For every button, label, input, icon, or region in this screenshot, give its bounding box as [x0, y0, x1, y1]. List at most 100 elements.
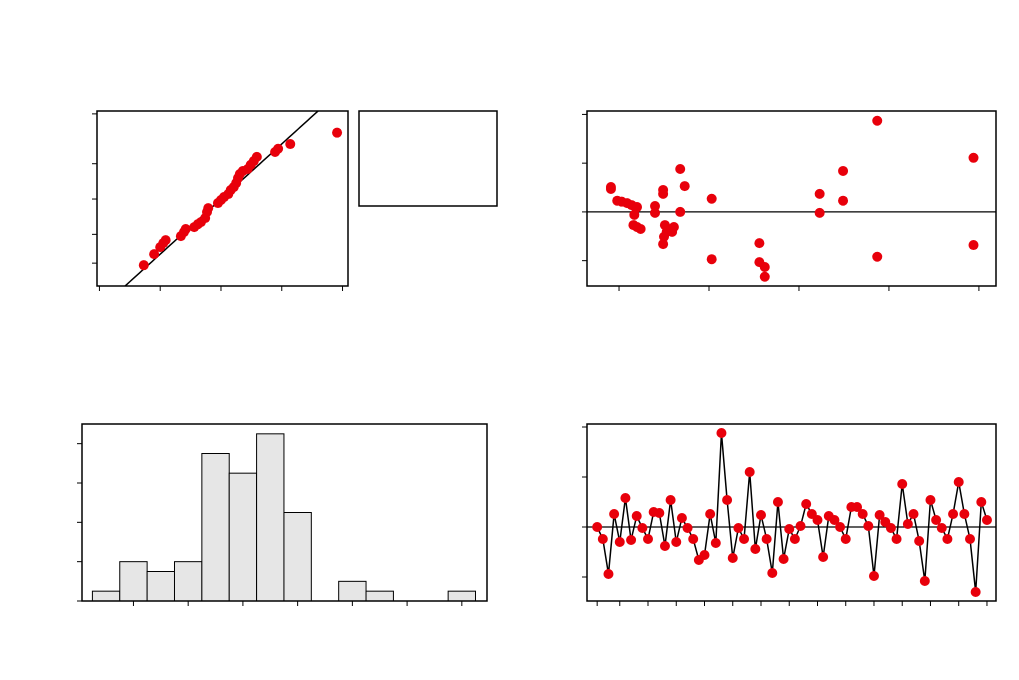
point	[675, 206, 686, 217]
point	[706, 254, 717, 265]
point	[948, 509, 959, 519]
point	[838, 195, 849, 206]
bar	[365, 590, 394, 601]
bar	[283, 512, 312, 601]
point	[650, 207, 661, 218]
plot-area	[587, 428, 996, 597]
point	[722, 495, 733, 505]
point	[965, 534, 976, 544]
point	[654, 508, 665, 518]
point	[658, 188, 669, 199]
point	[659, 231, 670, 242]
plot-area	[91, 433, 477, 601]
point	[675, 164, 686, 175]
point	[605, 183, 616, 194]
point	[285, 139, 296, 150]
point	[936, 523, 947, 533]
point	[597, 534, 608, 544]
point	[251, 151, 262, 162]
point	[891, 534, 902, 544]
point	[919, 576, 930, 586]
bar	[447, 590, 477, 601]
point	[754, 238, 765, 249]
point	[902, 519, 913, 529]
point	[759, 271, 770, 282]
point	[706, 193, 717, 204]
plot-frame	[586, 423, 997, 602]
bar	[338, 580, 367, 601]
bar	[256, 433, 285, 601]
point	[835, 522, 846, 532]
point	[149, 249, 160, 260]
point	[795, 521, 806, 531]
point	[914, 536, 925, 546]
bar	[201, 453, 230, 601]
point	[665, 495, 676, 505]
point	[632, 202, 643, 213]
point	[637, 523, 648, 533]
point	[629, 209, 640, 220]
bar	[91, 590, 121, 601]
point	[897, 479, 908, 489]
point	[818, 552, 829, 562]
point	[789, 534, 800, 544]
point	[829, 515, 840, 525]
point	[699, 550, 710, 560]
point	[603, 569, 614, 579]
point	[872, 115, 883, 126]
point	[609, 509, 620, 519]
point	[659, 541, 670, 551]
bar	[119, 561, 148, 601]
point	[705, 509, 716, 519]
point	[981, 515, 992, 525]
line	[596, 432, 988, 593]
point	[744, 467, 755, 477]
point	[772, 497, 783, 507]
point	[332, 127, 343, 138]
point	[750, 544, 761, 554]
point	[733, 523, 744, 533]
point	[976, 497, 987, 507]
point	[852, 502, 863, 512]
point	[273, 143, 284, 154]
point	[668, 222, 679, 233]
point	[868, 571, 879, 581]
point	[801, 499, 812, 509]
point	[676, 513, 687, 523]
point	[953, 477, 964, 487]
point	[767, 568, 778, 578]
point	[885, 523, 896, 533]
point	[688, 534, 699, 544]
bar	[146, 571, 175, 601]
point	[838, 165, 849, 176]
point	[180, 224, 191, 235]
point	[968, 240, 979, 251]
plot-frame	[586, 110, 997, 287]
point	[727, 553, 738, 563]
bar	[228, 472, 258, 601]
point	[759, 261, 770, 272]
point	[755, 510, 766, 520]
legend-box	[358, 110, 498, 207]
plot-area	[587, 115, 996, 282]
point	[814, 188, 825, 199]
point	[857, 509, 868, 519]
point	[761, 534, 772, 544]
point	[716, 428, 727, 438]
point	[908, 509, 919, 519]
point	[138, 260, 149, 271]
plot-frame	[81, 423, 488, 602]
point	[658, 239, 669, 250]
point	[863, 521, 874, 531]
bar	[173, 561, 203, 601]
point	[710, 538, 721, 548]
point	[968, 152, 979, 163]
point	[635, 223, 646, 234]
point	[959, 509, 970, 519]
point	[925, 495, 936, 505]
point	[679, 181, 690, 192]
point	[631, 511, 642, 521]
